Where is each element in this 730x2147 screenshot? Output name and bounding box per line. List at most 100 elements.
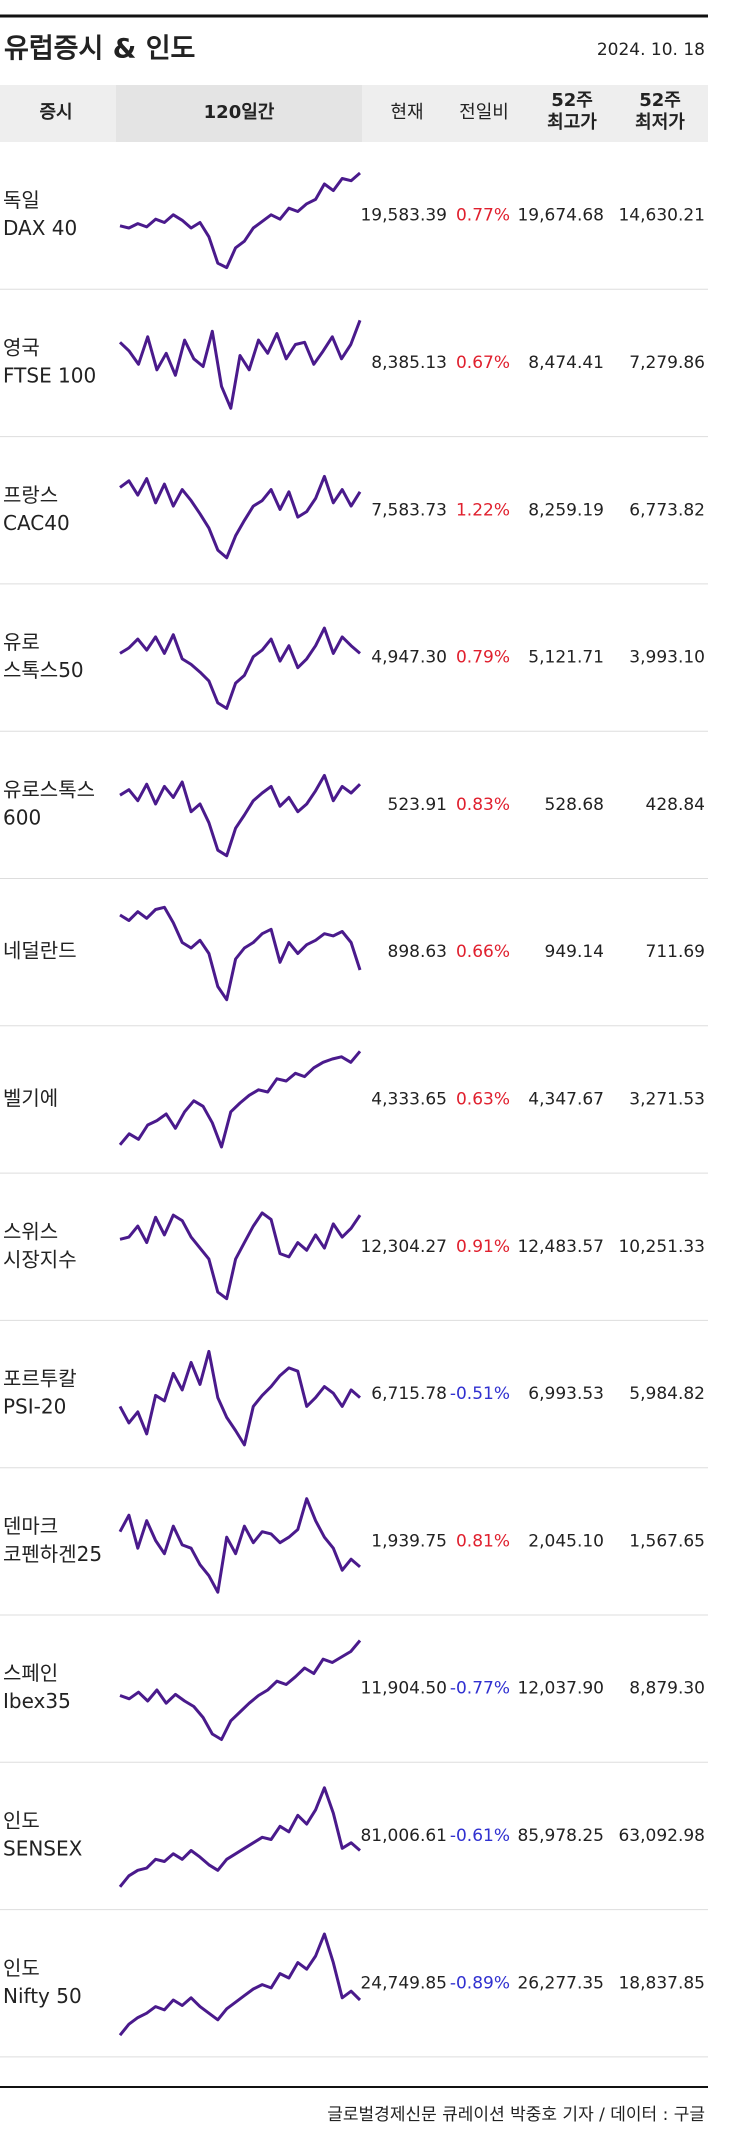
change: 0.67% xyxy=(456,353,510,373)
high-52w: 19,674.68 xyxy=(517,206,604,226)
market-name: 영국 xyxy=(3,335,40,359)
sparkline xyxy=(118,1349,361,1447)
column-header: 52주 xyxy=(639,90,681,111)
high-52w: 8,259.19 xyxy=(528,500,604,520)
market-name: 벨기에 xyxy=(3,1086,58,1110)
footer: 글로벌경제신문 큐레이션 박중호 기자 / 데이터 : 구글 xyxy=(327,2105,705,2125)
change: 0.63% xyxy=(456,1089,510,1109)
sparkline xyxy=(119,773,362,858)
market-name: 코펜하겐25 xyxy=(3,1542,102,1566)
market-name: 포르투칼 xyxy=(3,1367,77,1391)
market-name: 프랑스 xyxy=(3,483,58,507)
high-52w: 5,121.71 xyxy=(528,648,604,668)
sparkline xyxy=(119,1639,362,1741)
change: 0.83% xyxy=(456,795,510,815)
low-52w: 711.69 xyxy=(646,942,705,962)
change: 1.22% xyxy=(456,500,510,520)
change: 0.66% xyxy=(456,942,510,962)
column-header: 현재 xyxy=(390,102,423,123)
current: 8,385.13 xyxy=(371,353,447,373)
sparkline xyxy=(119,1211,362,1301)
market-name: DAX 40 xyxy=(3,216,77,240)
current: 4,333.65 xyxy=(371,1089,447,1109)
market-name: 스페인 xyxy=(3,1661,58,1685)
low-52w: 1,567.65 xyxy=(629,1531,705,1551)
market-name: 인도 xyxy=(3,1808,40,1832)
sparkline xyxy=(118,1786,361,1888)
high-52w: 528.68 xyxy=(545,795,604,815)
change: -0.61% xyxy=(450,1826,510,1846)
column-header: 전일비 xyxy=(459,102,509,123)
low-52w: 63,092.98 xyxy=(618,1826,705,1846)
column-header: 120일간 xyxy=(204,102,275,123)
current: 24,749.85 xyxy=(360,1973,447,1993)
header-bg-chart xyxy=(116,85,362,142)
market-name: 인도 xyxy=(3,1956,40,1980)
current: 6,715.78 xyxy=(371,1384,447,1404)
low-52w: 18,837.85 xyxy=(618,1973,705,1993)
market-name: 스톡스50 xyxy=(3,658,84,682)
market-name: 네덜란드 xyxy=(3,939,77,963)
low-52w: 5,984.82 xyxy=(629,1384,705,1404)
low-52w: 8,879.30 xyxy=(629,1679,705,1699)
market-name: 유로 xyxy=(3,630,40,654)
market-name: 시장지수 xyxy=(3,1247,77,1271)
market-name: Nifty 50 xyxy=(3,1984,82,2008)
sparkline xyxy=(119,474,362,560)
market-name: Ibex35 xyxy=(3,1689,71,1713)
title: 유럽증시 & 인도 xyxy=(4,34,195,65)
high-52w: 949.14 xyxy=(545,942,604,962)
column-header: 증시 xyxy=(39,102,72,123)
low-52w: 6,773.82 xyxy=(629,500,705,520)
market-name: 600 xyxy=(3,805,41,829)
current: 11,904.50 xyxy=(360,1679,447,1699)
high-52w: 6,993.53 xyxy=(528,1384,604,1404)
current: 19,583.39 xyxy=(360,206,447,226)
sparkline xyxy=(119,626,361,710)
sparkline xyxy=(119,905,362,1002)
low-52w: 7,279.86 xyxy=(629,353,705,373)
low-52w: 3,271.53 xyxy=(629,1089,705,1109)
current: 7,583.73 xyxy=(371,500,447,520)
column-header: 최고가 xyxy=(547,112,597,133)
change: 0.91% xyxy=(456,1237,510,1257)
current: 4,947.30 xyxy=(371,648,447,668)
market-name: PSI-20 xyxy=(3,1395,66,1419)
high-52w: 85,978.25 xyxy=(517,1826,604,1846)
change: 0.77% xyxy=(456,206,510,226)
low-52w: 3,993.10 xyxy=(629,648,705,668)
low-52w: 428.84 xyxy=(646,795,705,815)
change: 0.81% xyxy=(456,1531,510,1551)
current: 898.63 xyxy=(388,942,447,962)
column-header: 최저가 xyxy=(635,112,685,133)
market-name: 덴마크 xyxy=(3,1514,58,1538)
current: 81,006.61 xyxy=(360,1826,447,1846)
sparkline xyxy=(118,1497,361,1594)
high-52w: 8,474.41 xyxy=(528,353,604,373)
market-name: CAC40 xyxy=(3,511,70,535)
high-52w: 2,045.10 xyxy=(528,1531,604,1551)
low-52w: 14,630.21 xyxy=(618,206,705,226)
low-52w: 10,251.33 xyxy=(618,1237,705,1257)
market-name: 스위스 xyxy=(3,1219,58,1243)
market-name: FTSE 100 xyxy=(3,363,96,387)
high-52w: 12,037.90 xyxy=(517,1679,604,1699)
high-52w: 12,483.57 xyxy=(517,1237,604,1257)
change: -0.89% xyxy=(450,1973,510,1993)
sparkline xyxy=(118,1932,362,2037)
sparkline xyxy=(119,171,361,270)
current: 523.91 xyxy=(388,795,447,815)
sparkline xyxy=(118,1050,362,1149)
column-header: 52주 xyxy=(551,90,593,111)
change: -0.51% xyxy=(450,1384,510,1404)
market-name: 유로스톡스 xyxy=(3,777,95,801)
current: 12,304.27 xyxy=(360,1237,447,1257)
market-name: 독일 xyxy=(3,188,40,212)
sparkline xyxy=(118,319,362,410)
high-52w: 4,347.67 xyxy=(528,1089,604,1109)
high-52w: 26,277.35 xyxy=(517,1973,604,1993)
market-name: SENSEX xyxy=(3,1836,83,1860)
current: 1,939.75 xyxy=(371,1531,447,1551)
change: -0.77% xyxy=(450,1679,510,1699)
